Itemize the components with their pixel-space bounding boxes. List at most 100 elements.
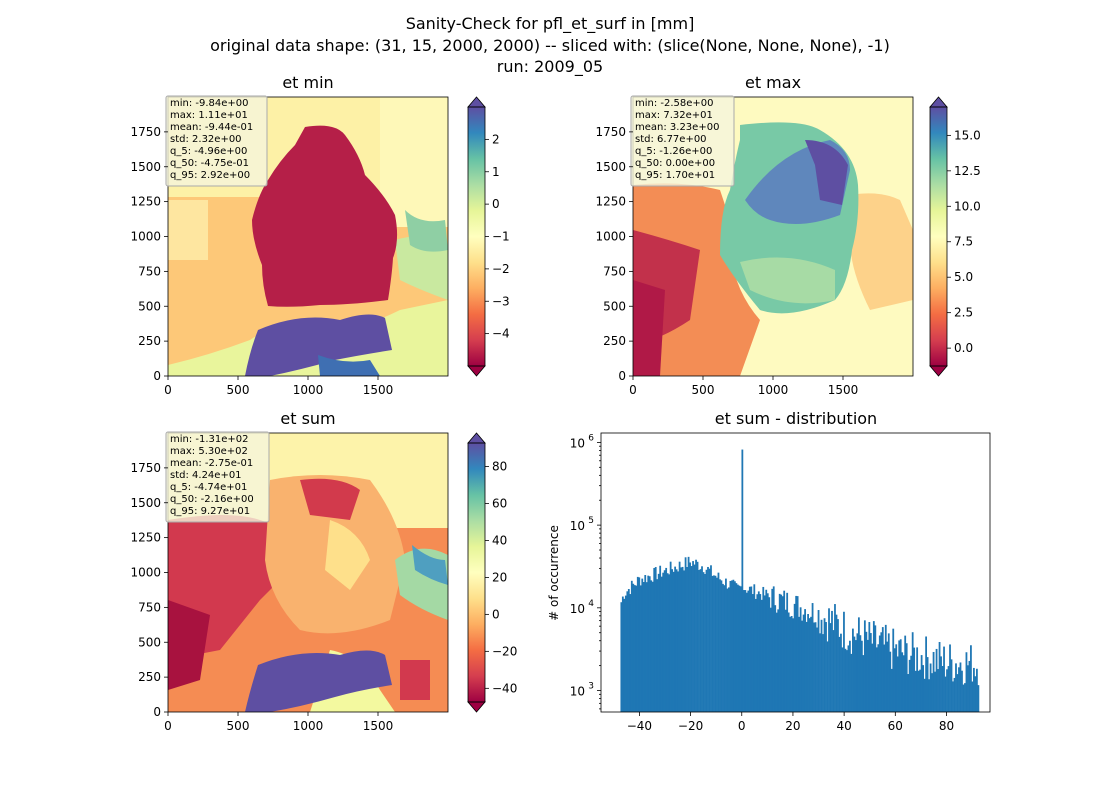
histogram-bar	[702, 572, 705, 712]
tick-label: 40	[836, 719, 851, 733]
histogram-bars	[620, 449, 980, 712]
histogram-bar	[871, 643, 874, 712]
histogram-bar	[663, 570, 666, 712]
histogram-bar	[659, 565, 662, 712]
histogram-bar	[804, 609, 806, 712]
histogram-bar	[843, 611, 845, 712]
histogram-bar	[961, 670, 963, 712]
tick-label: 1750	[595, 125, 626, 139]
histogram-bar	[790, 616, 793, 712]
histogram-bar	[672, 571, 675, 712]
histogram-bar	[953, 677, 956, 712]
stat-line: max: 1.11e+01	[170, 110, 248, 121]
tick-label: 1500	[363, 383, 394, 397]
histogram-bar	[650, 580, 653, 712]
stat-line: q_50: 0.00e+00	[635, 158, 715, 169]
histogram-bar	[805, 621, 808, 712]
histogram-bar	[644, 575, 647, 712]
histogram-bar	[819, 633, 821, 712]
histogram-bar	[795, 595, 798, 712]
histogram-bar	[916, 647, 919, 712]
histogram-bar	[977, 685, 980, 712]
histogram-bar	[675, 569, 678, 712]
histogram-bar	[808, 618, 811, 712]
tick-label: −40	[492, 681, 517, 695]
tick-label: 750	[138, 264, 161, 278]
histogram-bar	[633, 585, 636, 712]
tick-label: 1750	[130, 461, 161, 475]
stat-line: std: 2.32e+00	[170, 134, 242, 145]
stat-line: q_95: 2.92e+00	[170, 170, 250, 181]
histogram-bar	[681, 566, 684, 712]
tick-label: 1000	[130, 566, 161, 580]
figure-run-label: run: 2009_05	[497, 57, 603, 77]
stat-line: q_50: -4.75e-01	[170, 158, 249, 169]
histogram-bar	[726, 588, 729, 712]
histogram-bar	[865, 631, 868, 712]
histogram-bar	[789, 616, 792, 712]
tick-label: 1500	[130, 496, 161, 510]
stat-line: q_95: 9.27e+01	[170, 506, 250, 517]
tick-label: 1250	[595, 195, 626, 209]
histogram-bar	[814, 622, 817, 712]
axes-frame	[600, 432, 991, 713]
histogram-bar	[849, 640, 851, 712]
heatmap-image	[633, 97, 913, 376]
tick-label: 5.0	[954, 270, 973, 284]
histogram-bar	[958, 667, 960, 712]
tick-label: 250	[603, 334, 626, 348]
histogram-bar	[783, 590, 786, 712]
tick-label: 1000	[595, 230, 626, 244]
histogram-bar	[859, 635, 862, 712]
panel-et-sum-distribution: et sum - distribution # of occurrence	[547, 409, 991, 713]
histogram-bar	[907, 674, 910, 712]
histogram-bar	[741, 449, 744, 712]
histogram-bar	[714, 575, 717, 712]
heatmap-image	[168, 97, 448, 376]
tick-label: 1000	[758, 383, 789, 397]
histogram-bar	[621, 596, 624, 712]
tick-label: −40	[627, 719, 652, 733]
tick-label: 10	[570, 685, 585, 699]
histogram-bar	[889, 651, 892, 712]
figure-subtitle: original data shape: (31, 15, 2000, 2000…	[210, 36, 890, 55]
histogram-bar	[899, 639, 902, 712]
tick-label: 500	[138, 635, 161, 649]
histogram-bar	[772, 586, 775, 712]
histogram-bar	[929, 663, 932, 712]
histogram-bar	[722, 583, 724, 712]
histogram-bar	[635, 585, 638, 712]
histogram-bar	[931, 673, 933, 712]
tick-label: 10	[570, 602, 585, 616]
tick-label: 0	[153, 705, 161, 719]
histogram-bar	[660, 576, 663, 712]
histogram-bar	[811, 603, 814, 712]
histogram-bar	[893, 648, 896, 712]
histogram-bar	[959, 662, 962, 712]
tick-label: 40	[492, 533, 507, 547]
histogram-bar	[834, 604, 836, 712]
histogram-bar	[910, 655, 913, 712]
histogram-bar	[926, 657, 929, 712]
histogram-bar	[832, 630, 835, 712]
histogram-bar	[866, 639, 869, 712]
colorbar	[467, 96, 486, 377]
histogram-bar	[823, 618, 826, 712]
histogram-bar	[955, 663, 957, 712]
tick-label: 0	[492, 197, 500, 211]
stat-line: mean: -9.44e-01	[170, 122, 253, 133]
stat-line: mean: 3.23e+00	[635, 122, 719, 133]
histogram-bar	[648, 576, 651, 712]
histogram-bar	[829, 623, 832, 712]
histogram-bar	[674, 566, 677, 712]
histogram-bar	[707, 566, 709, 712]
histogram-bar	[683, 570, 685, 712]
histogram-bar	[932, 651, 935, 712]
histogram-bar	[686, 566, 688, 712]
stat-line: min: -1.31e+02	[170, 434, 249, 445]
histogram-bar	[831, 610, 833, 712]
tick-label: 0	[629, 383, 637, 397]
histogram-bar	[747, 590, 750, 712]
histogram-bar	[970, 645, 972, 712]
